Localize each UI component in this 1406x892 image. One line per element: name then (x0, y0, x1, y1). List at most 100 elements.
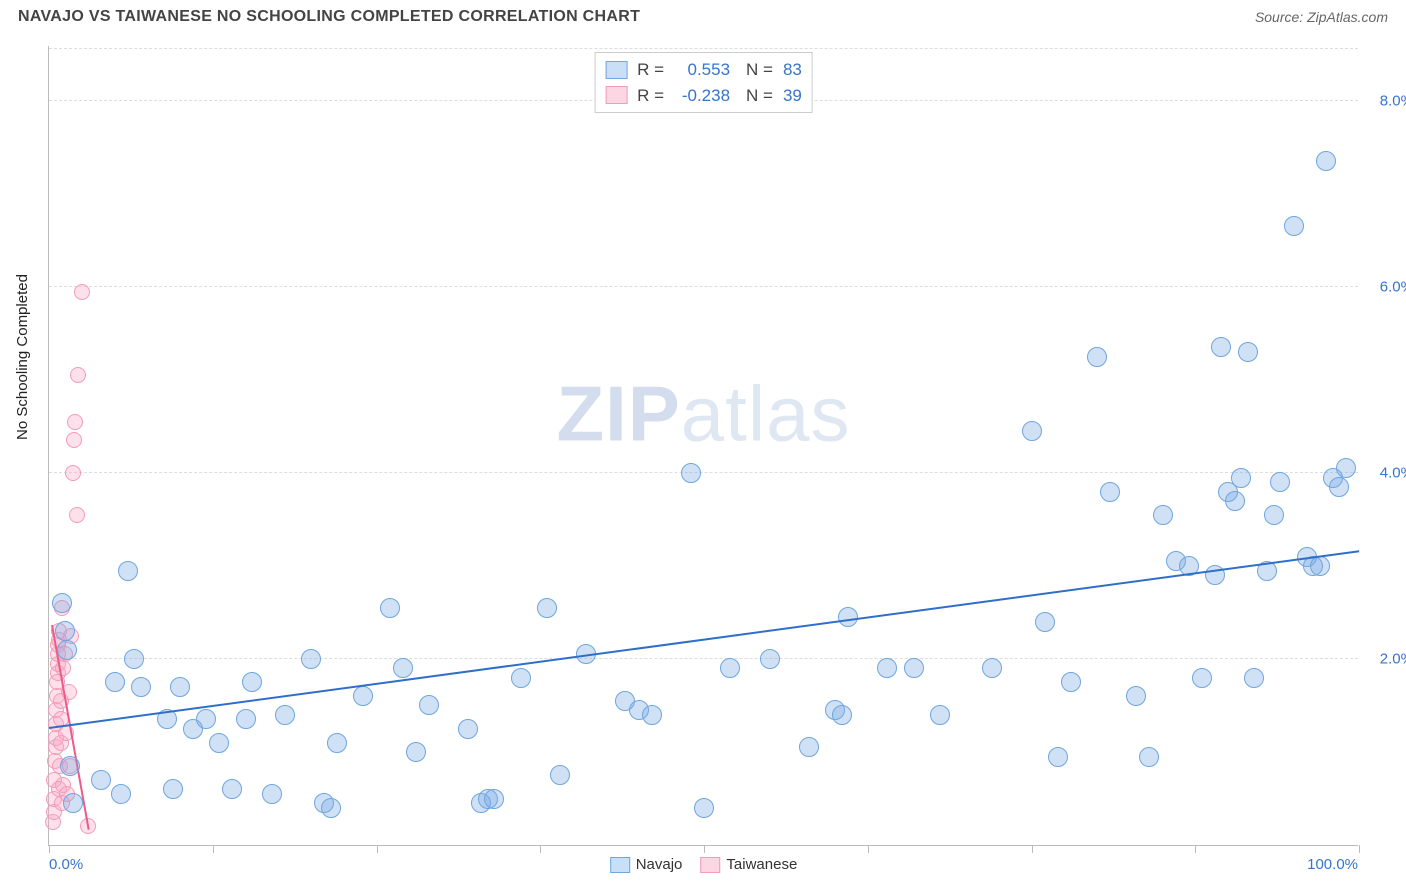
data-point-navajo (60, 756, 80, 776)
data-point-navajo (57, 640, 77, 660)
data-point-taiwanese (67, 414, 83, 430)
data-point-navajo (1264, 505, 1284, 525)
data-point-navajo (1061, 672, 1081, 692)
data-point-navajo (124, 649, 144, 669)
data-point-navajo (1126, 686, 1146, 706)
data-point-navajo (393, 658, 413, 678)
data-point-navajo (1284, 216, 1304, 236)
data-point-navajo (877, 658, 897, 678)
data-point-navajo (537, 598, 557, 618)
x-tick (868, 845, 869, 853)
data-point-navajo (236, 709, 256, 729)
data-point-navajo (105, 672, 125, 692)
scatter-chart: ZIPatlas R = 0.553 N = 83 R = -0.238 N =… (48, 46, 1358, 846)
data-point-navajo (275, 705, 295, 725)
data-point-navajo (838, 607, 858, 627)
data-point-navajo (1336, 458, 1356, 478)
data-point-navajo (52, 593, 72, 613)
data-point-taiwanese (65, 465, 81, 481)
data-point-navajo (1022, 421, 1042, 441)
data-point-navajo (511, 668, 531, 688)
data-point-navajo (642, 705, 662, 725)
legend-row-navajo: R = 0.553 N = 83 (605, 57, 802, 83)
data-point-navajo (550, 765, 570, 785)
data-point-navajo (55, 621, 75, 641)
data-point-navajo (1048, 747, 1068, 767)
n-value-navajo: 83 (783, 57, 802, 83)
data-point-navajo (1231, 468, 1251, 488)
x-tick (213, 845, 214, 853)
x-tick (1195, 845, 1196, 853)
data-point-navajo (1225, 491, 1245, 511)
watermark: ZIPatlas (556, 368, 850, 459)
gridline (49, 286, 1358, 287)
y-tick-label: 4.0% (1380, 464, 1406, 481)
data-point-navajo (930, 705, 950, 725)
data-point-navajo (694, 798, 714, 818)
legend-item-taiwanese: Taiwanese (700, 856, 797, 873)
trend-line-navajo (49, 550, 1359, 729)
data-point-navajo (419, 695, 439, 715)
x-tick (704, 845, 705, 853)
gridline (49, 658, 1358, 659)
data-point-navajo (163, 779, 183, 799)
data-point-taiwanese (66, 432, 82, 448)
data-point-navajo (1238, 342, 1258, 362)
data-point-navajo (301, 649, 321, 669)
data-point-navajo (118, 561, 138, 581)
data-point-navajo (321, 798, 341, 818)
data-point-navajo (799, 737, 819, 757)
data-point-navajo (196, 709, 216, 729)
data-point-navajo (1310, 556, 1330, 576)
x-tick (540, 845, 541, 853)
legend-row-taiwanese: R = -0.238 N = 39 (605, 83, 802, 109)
swatch-navajo (605, 61, 627, 79)
data-point-taiwanese (74, 284, 90, 300)
data-point-navajo (1139, 747, 1159, 767)
x-tick (1359, 845, 1360, 853)
data-point-navajo (1087, 347, 1107, 367)
data-point-navajo (406, 742, 426, 762)
chart-title: NAVAJO VS TAIWANESE NO SCHOOLING COMPLET… (18, 8, 640, 26)
data-point-navajo (380, 598, 400, 618)
x-axis-max-label: 100.0% (1307, 856, 1358, 873)
y-tick-label: 6.0% (1380, 278, 1406, 295)
data-point-navajo (1270, 472, 1290, 492)
data-point-navajo (209, 733, 229, 753)
data-point-navajo (222, 779, 242, 799)
data-point-navajo (242, 672, 262, 692)
y-tick-label: 2.0% (1380, 650, 1406, 667)
data-point-navajo (353, 686, 373, 706)
swatch-taiwanese-bottom (700, 857, 720, 873)
data-point-navajo (63, 793, 83, 813)
series-legend: Navajo Taiwanese (610, 856, 798, 873)
data-point-navajo (720, 658, 740, 678)
x-tick (1032, 845, 1033, 853)
data-point-navajo (760, 649, 780, 669)
data-point-navajo (327, 733, 347, 753)
legend-label-navajo: Navajo (636, 856, 683, 873)
legend-item-navajo: Navajo (610, 856, 683, 873)
legend-label-taiwanese: Taiwanese (726, 856, 797, 873)
data-point-navajo (262, 784, 282, 804)
n-value-taiwanese: 39 (783, 83, 802, 109)
data-point-navajo (1153, 505, 1173, 525)
data-point-navajo (1244, 668, 1264, 688)
data-point-navajo (1329, 477, 1349, 497)
r-value-taiwanese: -0.238 (670, 83, 730, 109)
data-point-taiwanese (70, 367, 86, 383)
y-tick-label: 8.0% (1380, 92, 1406, 109)
gridline (49, 472, 1358, 473)
data-point-navajo (982, 658, 1002, 678)
swatch-taiwanese (605, 86, 627, 104)
source-attribution: Source: ZipAtlas.com (1255, 9, 1388, 25)
data-point-navajo (1316, 151, 1336, 171)
data-point-navajo (111, 784, 131, 804)
data-point-navajo (91, 770, 111, 790)
x-tick (49, 845, 50, 853)
data-point-navajo (1100, 482, 1120, 502)
data-point-navajo (458, 719, 478, 739)
x-tick (377, 845, 378, 853)
correlation-legend: R = 0.553 N = 83 R = -0.238 N = 39 (594, 52, 813, 113)
data-point-navajo (1035, 612, 1055, 632)
